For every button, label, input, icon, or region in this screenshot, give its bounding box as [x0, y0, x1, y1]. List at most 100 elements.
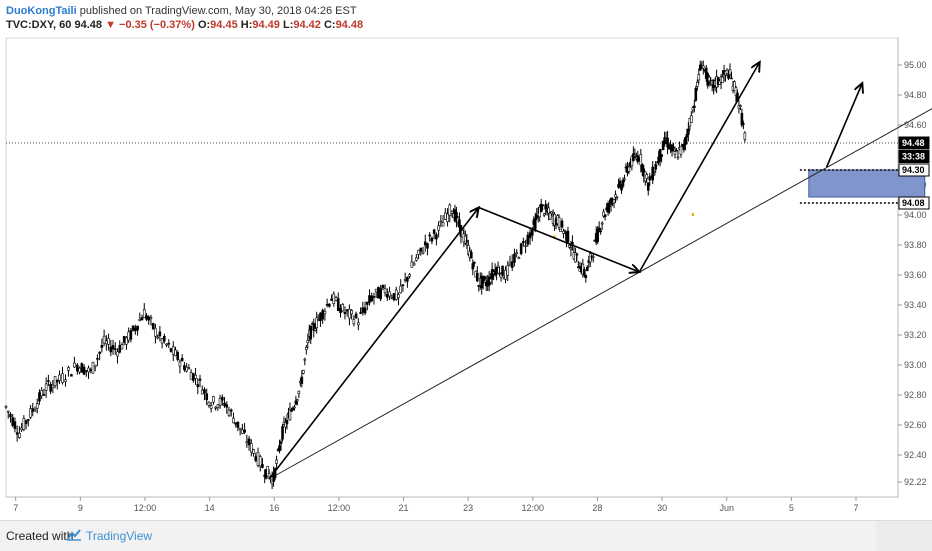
candle-body [290, 410, 293, 412]
x-tick-label: 12:00 [522, 503, 545, 513]
candle-body [495, 267, 498, 275]
candle-body [597, 227, 601, 231]
candle-body [441, 222, 445, 227]
candle-body [278, 445, 281, 452]
price-chart[interactable]: 95.0094.8094.6094.4094.2094.0093.8093.60… [0, 0, 932, 520]
candle-body [654, 164, 657, 170]
candle-body [35, 403, 39, 409]
candle-body [47, 380, 50, 382]
candle-body [397, 294, 400, 299]
candle-body [113, 348, 117, 351]
created-with-text: Created with [6, 529, 74, 543]
candle-body [67, 367, 70, 371]
candle-body [70, 374, 73, 377]
candle-body [690, 115, 693, 123]
price-label-box [898, 136, 930, 150]
candle-body [569, 247, 573, 250]
candle-body [517, 257, 521, 260]
candle-body [544, 204, 547, 210]
open-label: O: [197, 19, 211, 31]
price-label-box [898, 150, 930, 163]
candle-body [96, 358, 99, 360]
candle-body [343, 312, 347, 314]
candle-body [296, 399, 299, 402]
candle-body [200, 389, 204, 395]
candle-body [223, 402, 226, 407]
candle-body [303, 358, 307, 361]
candle-body [623, 178, 626, 181]
candle-body [660, 154, 663, 157]
price-label-text: 94.48 [902, 138, 925, 148]
candle-body [288, 409, 292, 421]
candle-body [293, 406, 296, 409]
candle-body [354, 313, 358, 319]
candle-body [24, 420, 28, 424]
candle-body [599, 230, 602, 233]
price-label-text: 94.30 [902, 165, 925, 175]
candle-body [408, 274, 411, 277]
candle-body [489, 278, 492, 283]
candle-body [448, 204, 452, 216]
candle-body [728, 69, 732, 75]
candle-body [300, 376, 304, 384]
candle-body [9, 413, 12, 418]
candle-body [368, 295, 371, 303]
y-tick-label: 93.60 [904, 270, 927, 280]
candle-body [192, 373, 195, 381]
candle-body [169, 348, 173, 352]
y-tick-label: 93.40 [904, 300, 927, 310]
candle-body [180, 357, 184, 362]
close-label: C: [323, 19, 336, 31]
price-label-box [898, 163, 930, 177]
author-link[interactable]: DuoKongTaili [6, 5, 77, 17]
candle-body [621, 179, 625, 187]
candle-body [379, 288, 382, 300]
candle-body [38, 392, 41, 402]
candle-body [603, 214, 607, 217]
candle-body [332, 293, 336, 304]
candle-body [510, 261, 514, 268]
candle-body [22, 418, 26, 430]
candle-body [464, 235, 467, 244]
candle-body [504, 269, 507, 280]
candle-body [600, 222, 604, 225]
candle-body [651, 166, 655, 181]
x-tick-label: 5 [789, 503, 794, 513]
candle-body [584, 274, 588, 279]
candle-body [519, 243, 523, 255]
candle-body [323, 311, 327, 315]
candle-body [612, 199, 616, 204]
candle-body [417, 250, 420, 255]
candle-body [620, 185, 623, 191]
candle-body [615, 196, 619, 199]
candle-body [176, 351, 180, 360]
x-tick-label: 23 [463, 503, 473, 513]
candle-body [591, 256, 595, 258]
candle-body [147, 316, 151, 321]
candle-body [167, 342, 171, 345]
candle-body [261, 464, 264, 468]
swing-arrow [638, 62, 759, 273]
candle-body [316, 319, 320, 321]
candle-body [577, 266, 580, 269]
candle-body [548, 212, 552, 220]
y-tick-label: 94.00 [904, 210, 927, 220]
candle-body [557, 217, 561, 228]
candle-body [465, 240, 469, 243]
candle-body [352, 319, 356, 325]
candle-body [31, 408, 35, 412]
candle-body [214, 407, 217, 409]
candle-body [439, 220, 443, 223]
candle-body [297, 390, 301, 394]
candle-body [697, 74, 701, 81]
tradingview-brand[interactable]: TradingView [86, 529, 153, 543]
candle-body [305, 347, 308, 350]
candle-body [339, 308, 342, 313]
candle-body [388, 291, 391, 297]
high-value: 94.49 [252, 19, 280, 31]
candle-body [513, 253, 516, 263]
accent-candle [553, 235, 556, 239]
candle-body [522, 241, 525, 244]
candle-body [109, 346, 113, 353]
candle-body [196, 384, 200, 388]
